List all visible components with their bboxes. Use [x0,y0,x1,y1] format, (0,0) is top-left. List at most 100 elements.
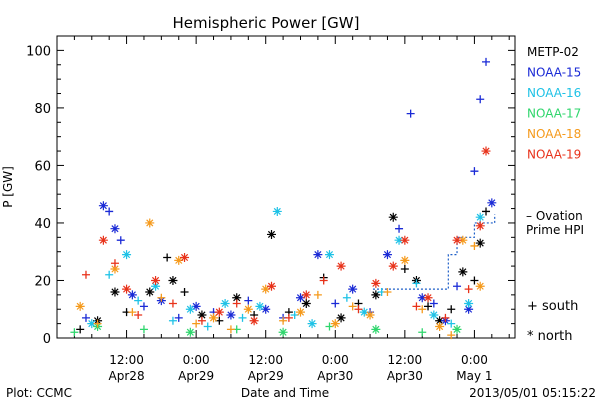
noaa-18-north-point [458,235,468,245]
noaa-15-north-point [226,310,236,320]
noaa-16-north-point [122,250,132,260]
noaa-19-south-point [284,313,293,322]
x-tick-label-date: Apr29 [178,369,214,383]
noaa-15-north-point [98,201,108,211]
noaa-17-south-point [418,328,427,337]
noaa-19-south-point [319,276,328,285]
metp-02-south-point [447,305,456,314]
noaa-15-north-point [127,290,137,300]
noaa-15-south-point [331,299,340,308]
x-tick-label-time: 12:00 [109,353,144,367]
noaa-18-south-point [313,290,322,299]
x-tick-label-time: 12:00 [388,353,423,367]
noaa-18-north-point [400,255,410,265]
x-tick-label-time: 0:00 [322,353,349,367]
noaa-19-north-point [475,221,485,231]
noaa-16-north-point [324,250,334,260]
metp-02-north-point [145,287,155,297]
noaa-15-north-point [417,293,427,303]
legend-item: NOAA-19 [527,148,581,162]
noaa-16-north-point [87,319,97,329]
noaa-19-north-point [98,235,108,245]
noaa-19-north-point [371,278,381,288]
x-tick-label-time: 0:00 [461,353,488,367]
noaa-18-south-point [348,302,357,311]
noaa-19-south-point [412,302,421,311]
noaa-16-north-point [394,235,404,245]
metp-02-north-point [336,313,346,323]
y-axis-label: P [GW] [1,166,15,208]
noaa-18-north-point [435,321,445,331]
metp-02-south-point [470,276,479,285]
y-axis: 0 20 40 60 80 100 [26,44,515,347]
noaa-16-north-point [220,298,230,308]
metp-02-north-point [388,212,398,222]
x-tick-label-time: 12:00 [248,353,283,367]
noaa-15-north-point [487,198,497,208]
noaa-19-north-point [481,146,491,156]
noaa-16-north-point [429,310,439,320]
metp-02-north-point [301,298,311,308]
metp-02-north-point [110,287,120,297]
metp-02-north-point [197,310,207,320]
plot-credit: Plot: CCMC [6,386,72,400]
symbol-legend: + south * north [527,299,578,344]
noaa-17-north-point [371,324,381,334]
noaa-19-north-point [336,261,346,271]
legend-item: NOAA-15 [527,66,581,80]
y-tick-label: 20 [34,274,51,289]
noaa-18-north-point [209,313,219,323]
metp-02-north-point [458,267,468,277]
symbol-legend-north: * north [527,329,573,344]
noaa-18-north-point [145,218,155,228]
metp-02-south-point [424,302,433,311]
noaa-19-south-point [441,313,450,322]
noaa-18-south-point [447,331,456,340]
noaa-18-north-point [243,304,253,314]
legend-item: NOAA-17 [527,107,581,121]
noaa-15-south-point [476,95,485,104]
x-tick-label-date: May 1 [456,369,492,383]
noaa-16-south-point [342,293,351,302]
x-tick-label-date: Apr30 [387,369,423,383]
noaa-18-south-point [418,305,427,314]
noaa-19-north-point [423,293,433,303]
x-axis: 12:00 Apr28 0:00 Apr29 12:00 Apr29 0:00 Apr30 12… [56,36,510,383]
noaa-16-south-point [203,322,212,331]
noaa-15-south-point [429,299,438,308]
noaa-17-south-point [139,325,148,334]
noaa-16-south-point [447,319,456,328]
noaa-18-south-point [128,308,137,317]
y-tick-label: 80 [34,102,51,117]
metp-02-south-point [180,287,189,296]
noaa-19-north-point [122,284,132,294]
metp-02-south-point [76,325,85,334]
noaa-15-south-point [174,313,183,322]
noaa-15-north-point [313,250,323,260]
y-tick-label: 0 [43,332,51,347]
y-tick-label: 40 [34,217,51,232]
noaa-16-north-point [255,301,265,311]
noaa-18-south-point [470,241,479,250]
noaa-19-north-point [301,290,311,300]
noaa-18-north-point [475,281,485,291]
noaa-18-north-point [295,307,305,317]
x-axis-label: Date and Time [241,386,329,400]
x-tick-label-date: Apr30 [317,369,353,383]
metp-02-north-point [371,290,381,300]
noaa-19-north-point [388,261,398,271]
noaa-15-south-point [482,57,491,66]
noaa-18-north-point [261,284,271,294]
noaa-18-south-point [279,316,288,325]
noaa-15-south-point [244,296,253,305]
x-tick-label-date: Apr28 [109,369,145,383]
noaa-18-south-point [383,287,392,296]
noaa-16-north-point [185,304,195,314]
noaa-15-north-point [348,284,358,294]
noaa-16-south-point [168,316,177,325]
metp-02-south-point [482,207,491,216]
noaa-16-north-point [359,307,369,317]
x-tick-label-time: 0:00 [183,353,210,367]
noaa-19-south-point [354,305,363,314]
